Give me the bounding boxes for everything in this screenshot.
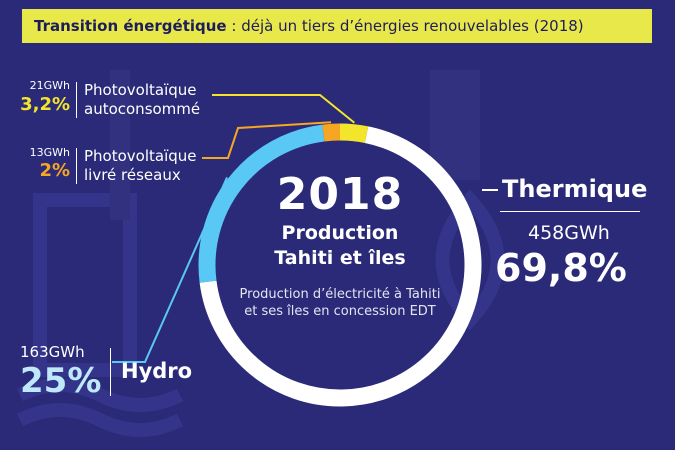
hydro-pct-label: 25% bbox=[20, 361, 102, 401]
pv-auto-gwh-label: 21GWh bbox=[29, 79, 70, 92]
pv-reseau-leader-line bbox=[202, 121, 332, 159]
hydro-leader-line bbox=[112, 176, 228, 363]
chart-year: 2018 bbox=[276, 169, 404, 220]
donut-slice-photovolta-que-autoconsomm- bbox=[339, 123, 369, 144]
thermique-name-label: Thermique bbox=[502, 175, 648, 203]
building-icon bbox=[33, 193, 137, 377]
pv-auto-divider bbox=[76, 82, 77, 118]
pv-auto-pct-label: 3,2% bbox=[20, 94, 70, 115]
donut-slice-thermique bbox=[199, 126, 482, 407]
thermique-divider bbox=[500, 211, 640, 212]
title-banner: Transition énergétique : déjà un tiers d… bbox=[22, 9, 652, 43]
waves-icon bbox=[16, 378, 184, 437]
pv-reseau-name-line1: Photovoltaïque bbox=[84, 147, 197, 165]
chart-title-line1: Production bbox=[281, 222, 399, 244]
chart-description: Production d’électricité à Tahiti et ses… bbox=[239, 287, 441, 319]
donut-slice-hydro bbox=[198, 124, 325, 283]
donut-center-text: 2018 Production Tahiti et îles Productio… bbox=[225, 170, 455, 320]
hydro-gwh-label: 163GWh bbox=[20, 343, 85, 361]
thermique-pct-label: 69,8% bbox=[495, 246, 627, 290]
banner-title: Transition énergétique bbox=[34, 17, 227, 35]
banner-subtitle: : déjà un tiers d’énergies renouvelables… bbox=[226, 17, 584, 35]
pv-reseau-gwh-label: 13GWh bbox=[29, 146, 70, 159]
pv-reseau-pct-label: 2% bbox=[39, 160, 70, 181]
thermique-gwh-label: 458GWh bbox=[528, 222, 610, 244]
chart-title-line2: Tahiti et îles bbox=[274, 247, 406, 269]
pv-reseau-divider bbox=[76, 148, 77, 184]
donut-slice-photovolta-que-livr-r-seaux bbox=[322, 123, 341, 142]
pylon-icon bbox=[110, 70, 130, 220]
pv-reseau-name-line2: livré réseaux bbox=[84, 166, 181, 184]
pv-auto-name-line1: Photovoltaïque bbox=[84, 81, 197, 99]
hydro-divider bbox=[110, 348, 111, 396]
pv-auto-leader-line bbox=[212, 94, 355, 124]
hydro-name-label: Hydro bbox=[121, 359, 193, 383]
pv-auto-name-line2: autoconsommé bbox=[84, 100, 201, 118]
